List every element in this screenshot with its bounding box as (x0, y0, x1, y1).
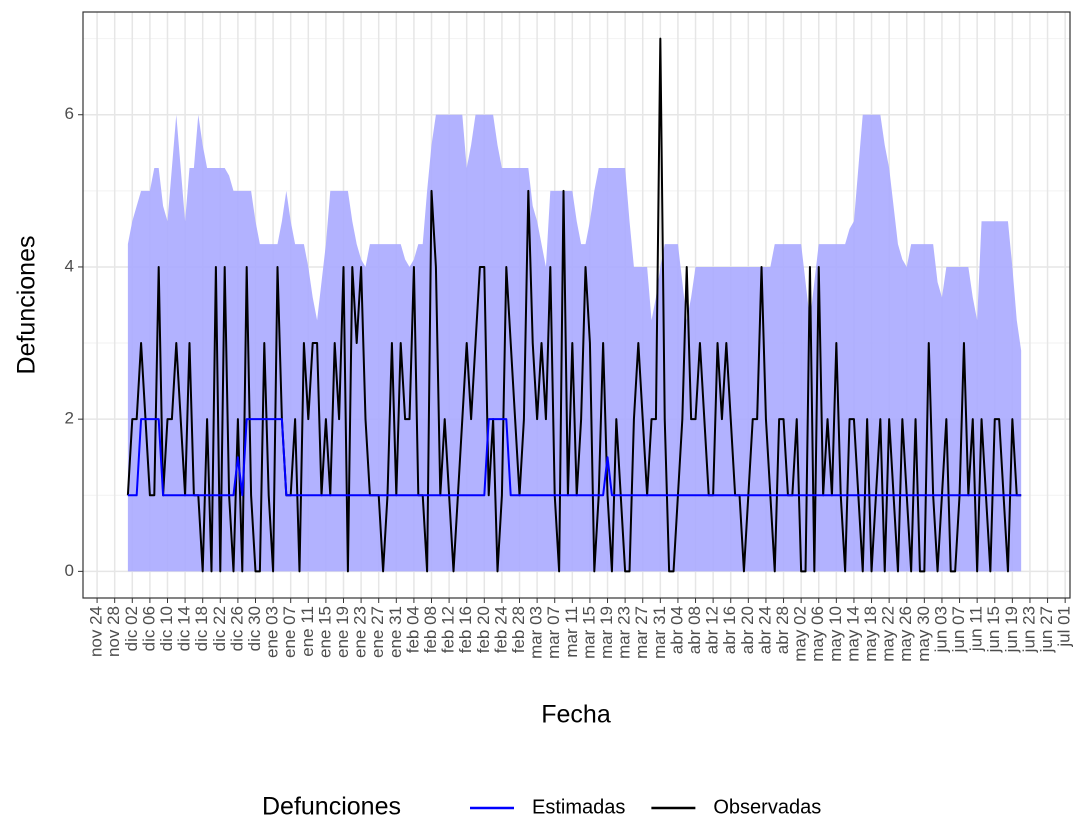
y-tick-label: 4 (65, 256, 74, 275)
x-tick-label: feb 16 (456, 606, 475, 653)
x-tick-label: jul 01 (1055, 606, 1074, 648)
x-tick-label: may 10 (826, 606, 845, 662)
x-tick-label: may 26 (896, 606, 915, 662)
x-tick-label: may 18 (861, 606, 880, 662)
x-tick-label: feb 12 (439, 606, 458, 653)
x-tick-label: mar 11 (562, 606, 581, 658)
x-tick-label: mar 27 (632, 606, 651, 659)
x-axis-title: Fecha (541, 701, 611, 729)
x-tick-label: jun 07 (949, 606, 968, 653)
x-tick-label: mar 03 (527, 606, 546, 659)
x-tick-label: ene 11 (298, 606, 317, 657)
x-tick-label: feb 08 (421, 606, 440, 653)
x-tick-label: ene 03 (263, 606, 282, 658)
x-tick-label: dic 18 (192, 606, 211, 651)
x-tick-label: abr 24 (755, 606, 774, 654)
x-tick-label: dic 06 (139, 606, 158, 651)
x-tick-label: may 14 (843, 606, 862, 662)
x-tick-label: abr 04 (667, 606, 686, 654)
x-tick-label: abr 16 (720, 606, 739, 654)
legend: Estimadas Observadas (470, 796, 821, 818)
x-tick-label: ene 07 (280, 606, 299, 658)
x-tick-label: dic 14 (175, 606, 194, 651)
y-tick-label: 6 (65, 104, 74, 123)
y-tick-label: 2 (65, 409, 74, 428)
x-tick-label: ene 27 (368, 606, 387, 658)
x-tick-label: dic 26 (227, 606, 246, 651)
x-tick-label: abr 12 (703, 606, 722, 654)
x-tick-label: dic 02 (122, 606, 141, 651)
x-tick-label: ene 15 (315, 606, 334, 658)
x-tick-label: ene 31 (386, 606, 405, 658)
series-line (127, 418, 1022, 497)
x-tick-label: mar 15 (579, 606, 598, 659)
x-tick-label: jun 15 (984, 606, 1003, 653)
x-tick-label: dic 30 (245, 606, 264, 651)
series-line (126, 37, 1022, 573)
x-tick-label: abr 28 (773, 606, 792, 654)
x-tick-label: ene 19 (333, 606, 352, 658)
x-tick-label: mar 19 (597, 606, 616, 659)
x-tick-label: may 22 (879, 606, 898, 662)
legend-title: Defunciones (262, 793, 401, 821)
panel-border (82, 11, 1071, 599)
x-tick-label: nov 28 (104, 606, 123, 657)
x-tick-label: feb 20 (474, 606, 493, 653)
x-tick-label: dic 22 (210, 606, 229, 651)
x-tick-label: feb 28 (509, 606, 528, 653)
x-tick-label: jun 23 (1019, 606, 1038, 653)
x-tick-label: nov 24 (87, 606, 106, 657)
x-tick-label: dic 10 (157, 606, 176, 651)
legend-label: Observadas (713, 796, 821, 818)
x-tick-label: may 30 (914, 606, 933, 662)
legend-label: Estimadas (532, 796, 625, 818)
x-tick-label: jun 11 (967, 606, 986, 652)
x-tick-label: may 06 (808, 606, 827, 662)
x-tick-label: abr 20 (738, 606, 757, 654)
plot-area (126, 37, 1022, 573)
x-tick-label: jun 03 (931, 606, 950, 653)
x-tick-label: jun 27 (1037, 606, 1056, 653)
x-tick-label: ene 23 (351, 606, 370, 658)
x-tick-label: feb 24 (491, 606, 510, 653)
x-tick-label: mar 31 (650, 606, 669, 659)
x-tick-label: mar 23 (615, 606, 634, 659)
x-tick-label: feb 04 (403, 606, 422, 653)
x-tick-label: may 02 (791, 606, 810, 662)
y-tick-label: 0 (65, 561, 74, 580)
x-tick-label: mar 07 (544, 606, 563, 659)
x-tick-label: abr 08 (685, 606, 704, 654)
y-axis-title: Defunciones (13, 236, 41, 375)
x-tick-label: jun 19 (1002, 606, 1021, 653)
